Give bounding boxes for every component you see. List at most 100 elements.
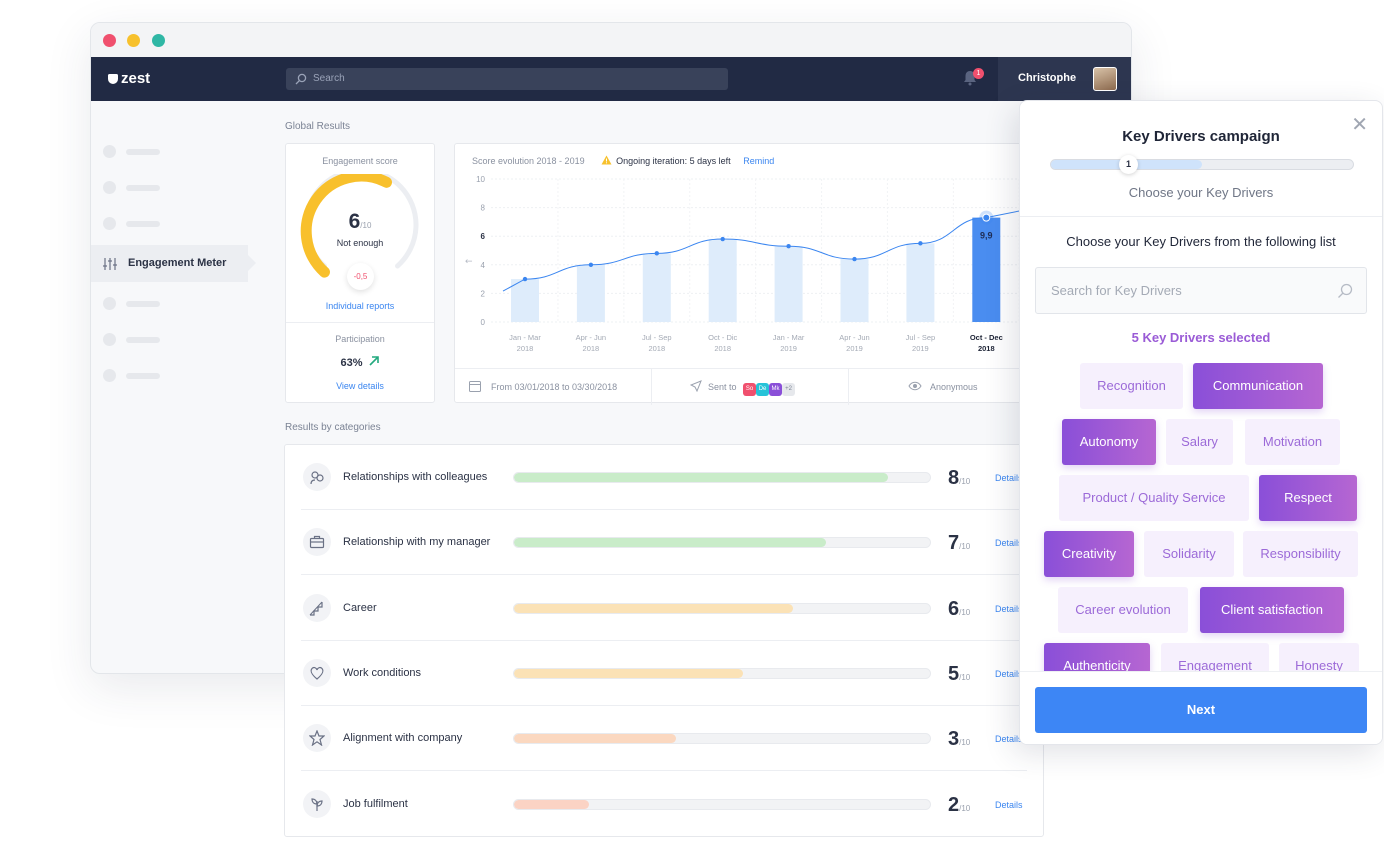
search-icon [1338,283,1353,298]
participation-title: Participation [335,334,385,344]
date-range: From 03/01/2018 to 03/30/2018 [469,369,617,405]
chart-point [588,262,594,267]
key-driver-tag[interactable]: Client satisfaction [1200,587,1344,633]
trend-up-icon [368,356,379,366]
close-window-button[interactable] [103,34,116,47]
category-score-fill [514,668,743,678]
next-button[interactable]: Next [1035,687,1367,733]
ongoing-iteration-warning: Ongoing iteration: 5 days left [601,155,731,166]
chart-bar [972,217,1001,322]
sliders-icon [103,258,117,270]
category-icon-wrapper [303,724,331,753]
recipient-chip[interactable]: Mk [769,383,783,396]
score-delta-badge: -0,5 [347,263,374,290]
sidebar-item-engagement-meter[interactable]: Engagement Meter [91,245,256,282]
close-icon[interactable]: ✕ [1351,114,1368,136]
view-details-link[interactable]: View details [336,381,384,391]
minimize-window-button[interactable] [127,34,140,47]
x-tick-year-label: 2019 [912,344,929,353]
sidebar: Engagement Meter [91,101,256,673]
global-search-input[interactable]: Search [286,68,728,90]
users-icon [310,471,324,485]
recipient-chip[interactable]: De [756,383,770,396]
category-row: Relationship with my manager 7/10 Details [301,510,1027,576]
category-score-bar [513,667,931,679]
recipient-more-chip[interactable]: +2 [782,383,796,396]
x-tick-label: Apr - Jun [576,333,606,342]
category-details-link[interactable]: Details [995,668,1023,679]
chart-bar [708,239,737,322]
x-tick-label: Oct - Dec [970,333,1003,342]
key-driver-tag[interactable]: Motivation [1245,419,1340,465]
category-details-link[interactable]: Details [995,603,1023,614]
y-tick-label: 0 [481,318,486,327]
chart-bar [840,259,869,322]
key-drivers-search-input[interactable] [1036,268,1366,313]
category-score-fill [514,799,589,809]
category-details-link[interactable]: Details [995,799,1023,810]
chart-prev-arrow: ← [465,257,473,267]
zest-logo[interactable]: zest [108,70,150,87]
chart-point [852,256,857,262]
category-label: Alignment with company [343,732,463,745]
category-label: Relationships with colleagues [343,471,488,483]
x-tick-label: Jul - Sep [906,333,936,342]
chart-point [786,244,791,249]
key-driver-tag[interactable]: Salary [1166,419,1233,465]
app-window: zest Search 1 Christophe Engagement Mete… [90,22,1132,674]
category-details-link[interactable]: Details [995,473,1023,483]
key-driver-tag[interactable]: Career evolution [1058,587,1188,633]
x-tick-year-label: 2018 [583,344,600,353]
search-placeholder: Search [313,73,345,84]
category-score-bar [513,798,931,810]
remind-link[interactable]: Remind [743,156,775,166]
x-tick-year-label: 2018 [978,344,995,353]
send-icon [689,380,702,393]
chart-bar [906,243,935,322]
category-score-bar [513,602,931,614]
engagement-score-value: 6/10 [348,210,372,233]
category-details-link[interactable]: Details [995,538,1023,549]
key-driver-tag[interactable]: Engagement [1161,643,1269,671]
key-driver-tag[interactable]: Recognition [1080,363,1183,409]
highlight-point [982,213,991,222]
key-driver-tag[interactable]: Communication [1193,363,1323,409]
x-tick-year-label: 2018 [648,344,665,353]
recipient-chip[interactable]: So [743,383,757,396]
user-name: Christophe [1018,72,1077,84]
user-menu[interactable]: Christophe [998,57,1131,101]
category-score: 5/10 [948,662,971,685]
warning-icon [601,155,612,165]
results-by-categories-title: Results by categories [285,422,381,433]
maximize-window-button[interactable] [152,34,165,47]
key-driver-tag[interactable]: Solidarity [1144,531,1234,577]
selected-count: 5 Key Drivers selected [1131,330,1271,345]
category-score-bar [513,537,931,549]
category-row: Job fulfilment 2/10 Details [301,772,1027,837]
search-icon [295,73,307,85]
category-score-fill [514,473,889,482]
individual-reports-link[interactable]: Individual reports [325,301,395,311]
notification-badge: 1 [973,68,984,79]
key-driver-tag[interactable]: Autonomy [1062,419,1156,465]
key-driver-tag[interactable]: Honesty [1279,643,1359,671]
key-driver-tag[interactable]: Responsibility [1243,531,1358,577]
chart-footer: From 03/01/2018 to 03/30/2018 Sent to So… [455,368,1073,405]
title-bar [91,23,1131,57]
key-driver-tag[interactable]: Product / Quality Service [1059,475,1249,521]
category-row: Work conditions 5/10 Details [301,641,1027,706]
top-nav-bar: zest Search 1 Christophe [91,57,1131,101]
eye-icon [908,381,922,391]
key-driver-tag[interactable]: Respect [1259,475,1357,521]
key-driver-tag[interactable]: Creativity [1044,531,1134,577]
category-row: Alignment with company 3/10 Details [301,706,1027,772]
key-drivers-search [1035,267,1367,314]
category-details-link[interactable]: Details [995,734,1023,745]
category-score: 6/10 [948,597,971,620]
key-driver-tag[interactable]: Authenticity [1044,643,1150,671]
y-tick-label: 8 [481,204,486,213]
calendar-icon [469,381,481,392]
category-score: 3/10 [948,728,971,751]
category-icon-wrapper [303,528,331,557]
notifications-button[interactable]: 1 [963,68,984,91]
